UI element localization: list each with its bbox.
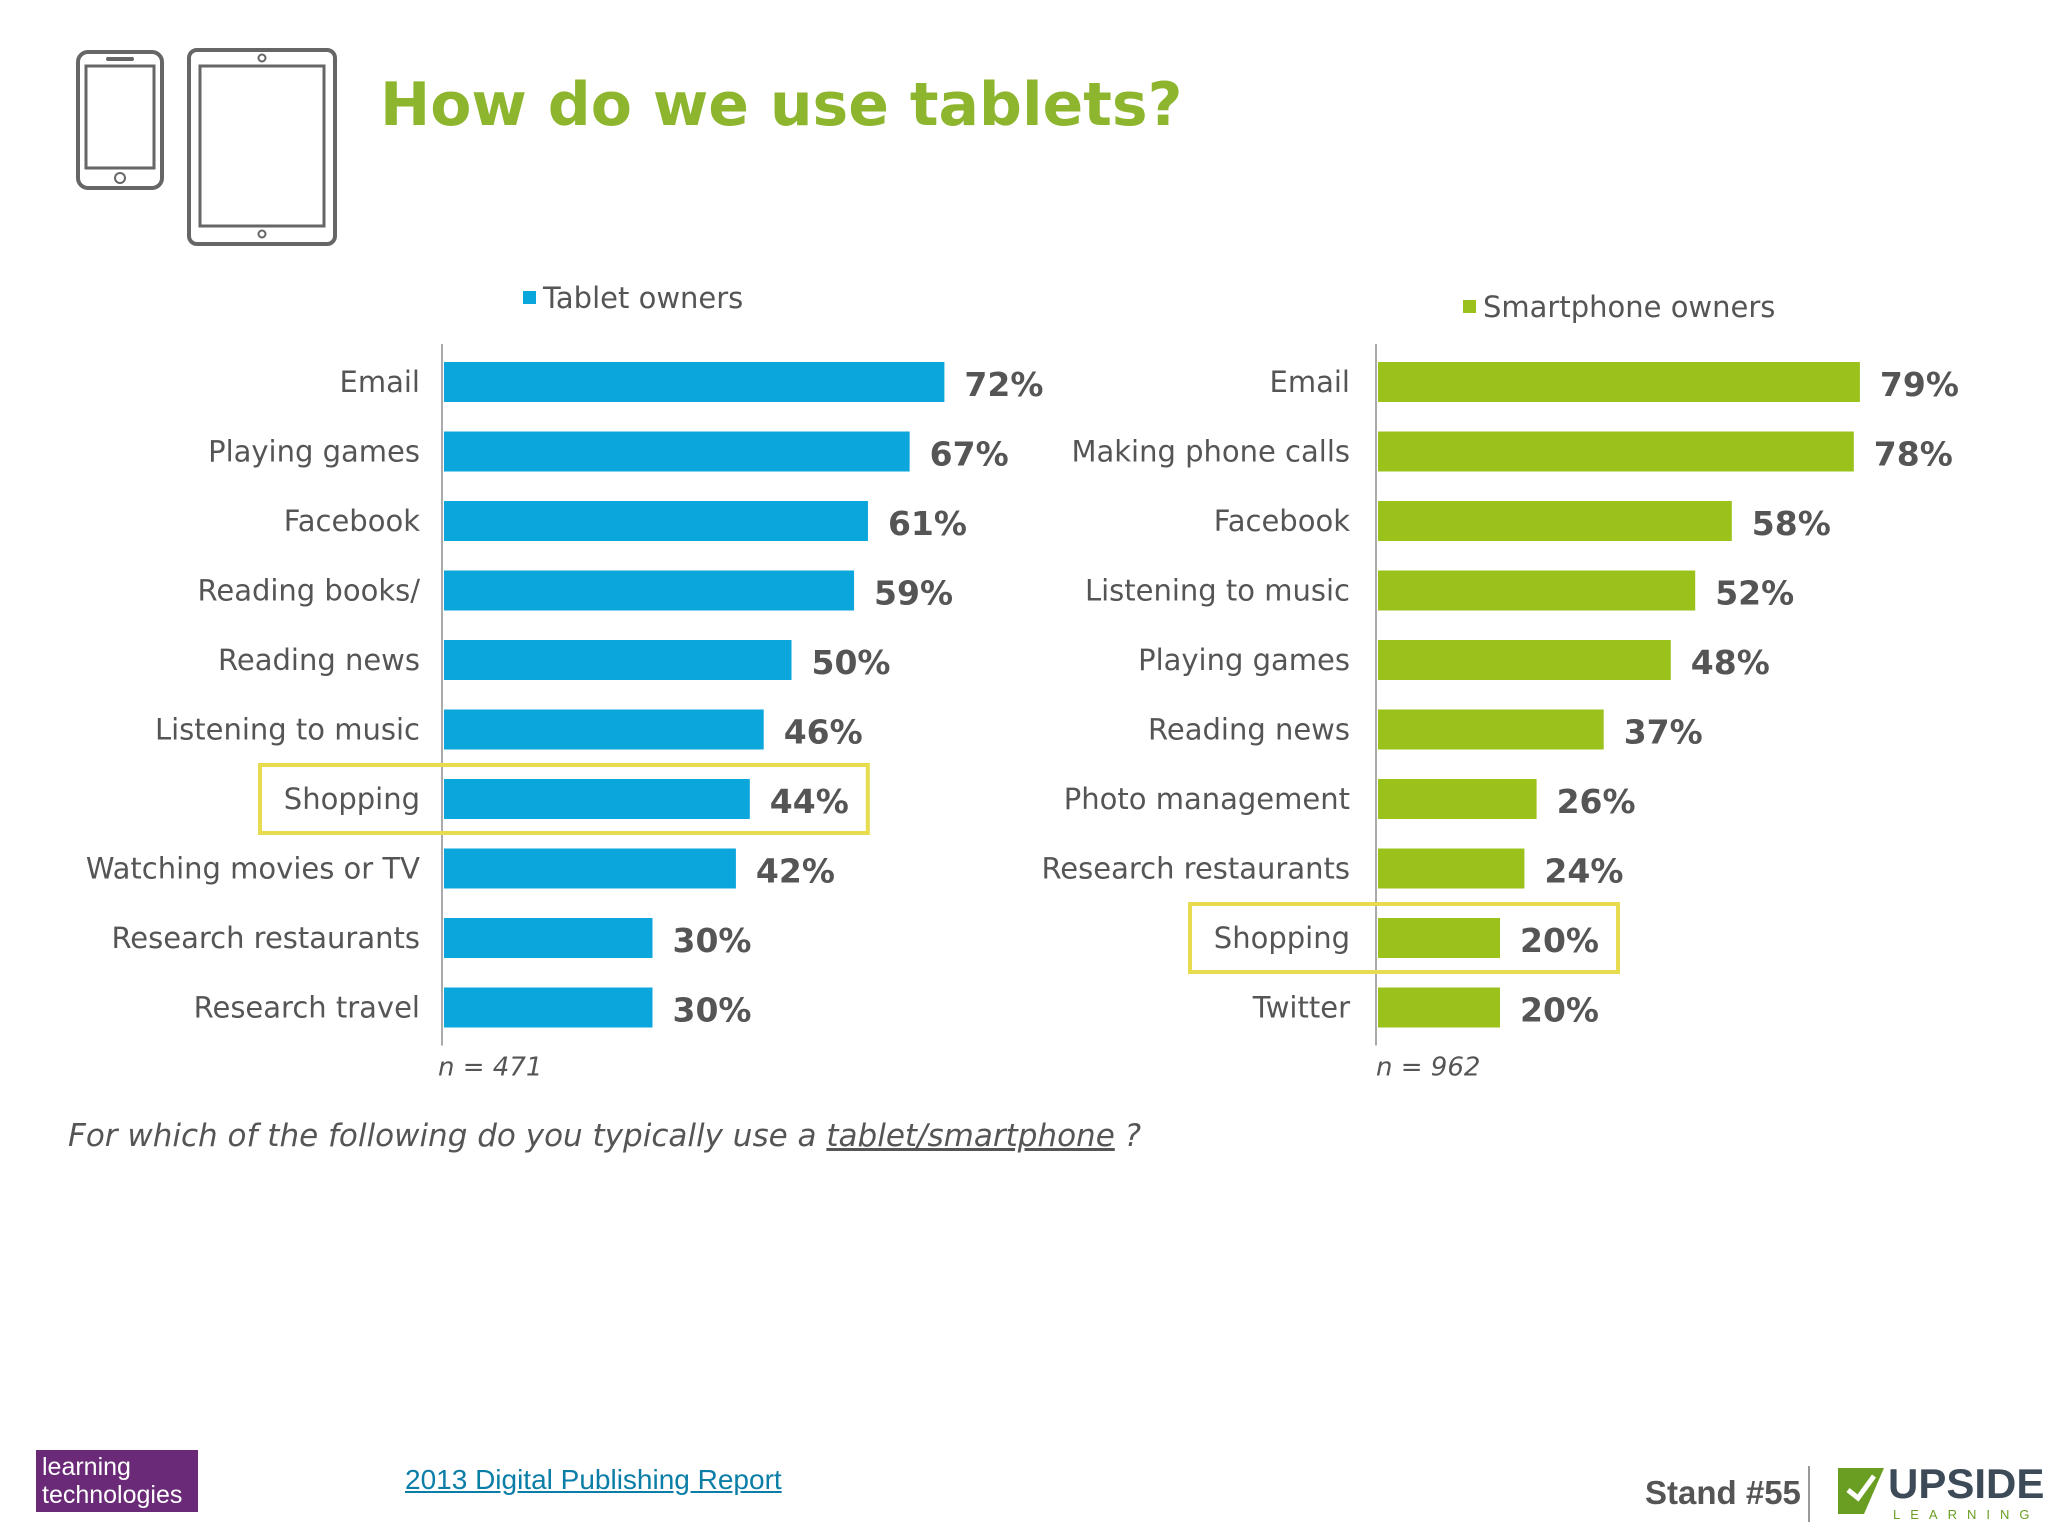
category-label: Making phone calls bbox=[1071, 435, 1350, 469]
data-label: 50% bbox=[812, 643, 891, 682]
bar bbox=[444, 640, 792, 680]
data-label: 46% bbox=[784, 713, 863, 752]
question-text: For which of the following do you typica… bbox=[68, 1118, 827, 1154]
bar bbox=[1378, 501, 1732, 541]
question-underlined: tablet/smartphone bbox=[826, 1118, 1115, 1154]
category-label: Reading books/ bbox=[198, 574, 421, 608]
bar bbox=[444, 848, 736, 889]
bar bbox=[1378, 918, 1500, 958]
bar bbox=[444, 570, 855, 611]
page-title: How do we use tablets? bbox=[380, 70, 1183, 140]
bar bbox=[444, 779, 750, 819]
legend-label: Smartphone owners bbox=[1483, 290, 1775, 324]
legend-swatch bbox=[1463, 300, 1476, 313]
category-label: Email bbox=[1270, 365, 1350, 399]
bar bbox=[1378, 431, 1854, 472]
category-label: Watching movies or TV bbox=[86, 852, 420, 886]
category-label: Shopping bbox=[284, 782, 420, 816]
bar bbox=[444, 918, 653, 958]
bar bbox=[1378, 987, 1500, 1028]
data-label: 37% bbox=[1624, 713, 1703, 752]
bar bbox=[1378, 779, 1537, 819]
category-label: Listening to music bbox=[1085, 574, 1350, 608]
question-end: ? bbox=[1114, 1118, 1142, 1154]
survey-question: For which of the following do you typica… bbox=[68, 1118, 1141, 1154]
upside-logo-subtitle: LEARNING bbox=[1893, 1507, 2040, 1522]
category-label: Reading news bbox=[1148, 713, 1350, 747]
bar bbox=[444, 431, 910, 472]
smartphone-chart: Smartphone owners Email 79% Making phone ca… bbox=[1041, 290, 1958, 1083]
legend-swatch bbox=[523, 291, 536, 304]
footer-divider bbox=[1808, 1466, 1810, 1522]
data-label: 20% bbox=[1520, 921, 1599, 960]
data-label: 52% bbox=[1715, 574, 1794, 613]
learning-technologies-logo: learning technologies bbox=[36, 1450, 198, 1512]
bar bbox=[444, 987, 653, 1028]
data-label: 24% bbox=[1544, 852, 1623, 891]
bar bbox=[444, 501, 868, 541]
data-label: 59% bbox=[874, 574, 953, 613]
data-label: 44% bbox=[770, 782, 849, 821]
category-label: Playing games bbox=[208, 435, 420, 469]
bar bbox=[444, 709, 764, 750]
data-label: 26% bbox=[1557, 782, 1636, 821]
category-label: Research travel bbox=[194, 991, 420, 1025]
sample-size: n = 962 bbox=[1376, 1053, 1480, 1083]
phone-icon bbox=[76, 50, 164, 190]
category-label: Listening to music bbox=[155, 713, 420, 747]
bar bbox=[1378, 848, 1525, 889]
category-label: Facebook bbox=[284, 504, 420, 538]
data-label: 67% bbox=[930, 435, 1009, 474]
bar bbox=[1378, 709, 1604, 750]
phone-tablet-icon bbox=[76, 48, 337, 246]
data-label: 30% bbox=[673, 921, 752, 960]
category-label: Reading news bbox=[218, 643, 420, 677]
data-label: 20% bbox=[1520, 991, 1599, 1030]
data-label: 79% bbox=[1880, 365, 1959, 404]
sample-size: n = 471 bbox=[438, 1053, 542, 1083]
logo-line-2: technologies bbox=[42, 1481, 183, 1509]
category-label: Facebook bbox=[1214, 504, 1350, 538]
data-label: 61% bbox=[888, 504, 967, 543]
legend-label: Tablet owners bbox=[542, 281, 743, 315]
upside-logo-icon bbox=[1838, 1468, 1884, 1514]
category-label: Research restaurants bbox=[111, 921, 420, 955]
highlight-box bbox=[1188, 902, 1620, 974]
source-link[interactable]: 2013 Digital Publishing Report bbox=[405, 1464, 782, 1495]
data-label: 48% bbox=[1691, 643, 1770, 682]
highlight-box bbox=[258, 763, 870, 835]
category-label: Playing games bbox=[1138, 643, 1350, 677]
data-label: 42% bbox=[756, 852, 835, 891]
stand-number: Stand #55 bbox=[1645, 1474, 1801, 1511]
bar bbox=[1378, 570, 1696, 611]
category-label: Photo management bbox=[1064, 782, 1350, 816]
tablet-icon bbox=[187, 48, 337, 246]
upside-logo-name: UPSIDE bbox=[1888, 1460, 2045, 1507]
bar bbox=[1378, 362, 1860, 402]
data-label: 72% bbox=[964, 365, 1043, 404]
category-label: Email bbox=[340, 365, 420, 399]
bar bbox=[1378, 640, 1671, 680]
category-label: Shopping bbox=[1214, 921, 1350, 955]
data-label: 78% bbox=[1874, 435, 1953, 474]
category-label: Research restaurants bbox=[1041, 852, 1350, 886]
data-label: 58% bbox=[1752, 504, 1831, 543]
data-label: 30% bbox=[673, 991, 752, 1030]
category-label: Twitter bbox=[1252, 991, 1350, 1025]
tablet-chart: Tablet owners Email 72% Playing games 67% Fac… bbox=[86, 281, 1044, 1083]
bar bbox=[444, 362, 945, 402]
logo-line-1: learning bbox=[42, 1453, 131, 1481]
